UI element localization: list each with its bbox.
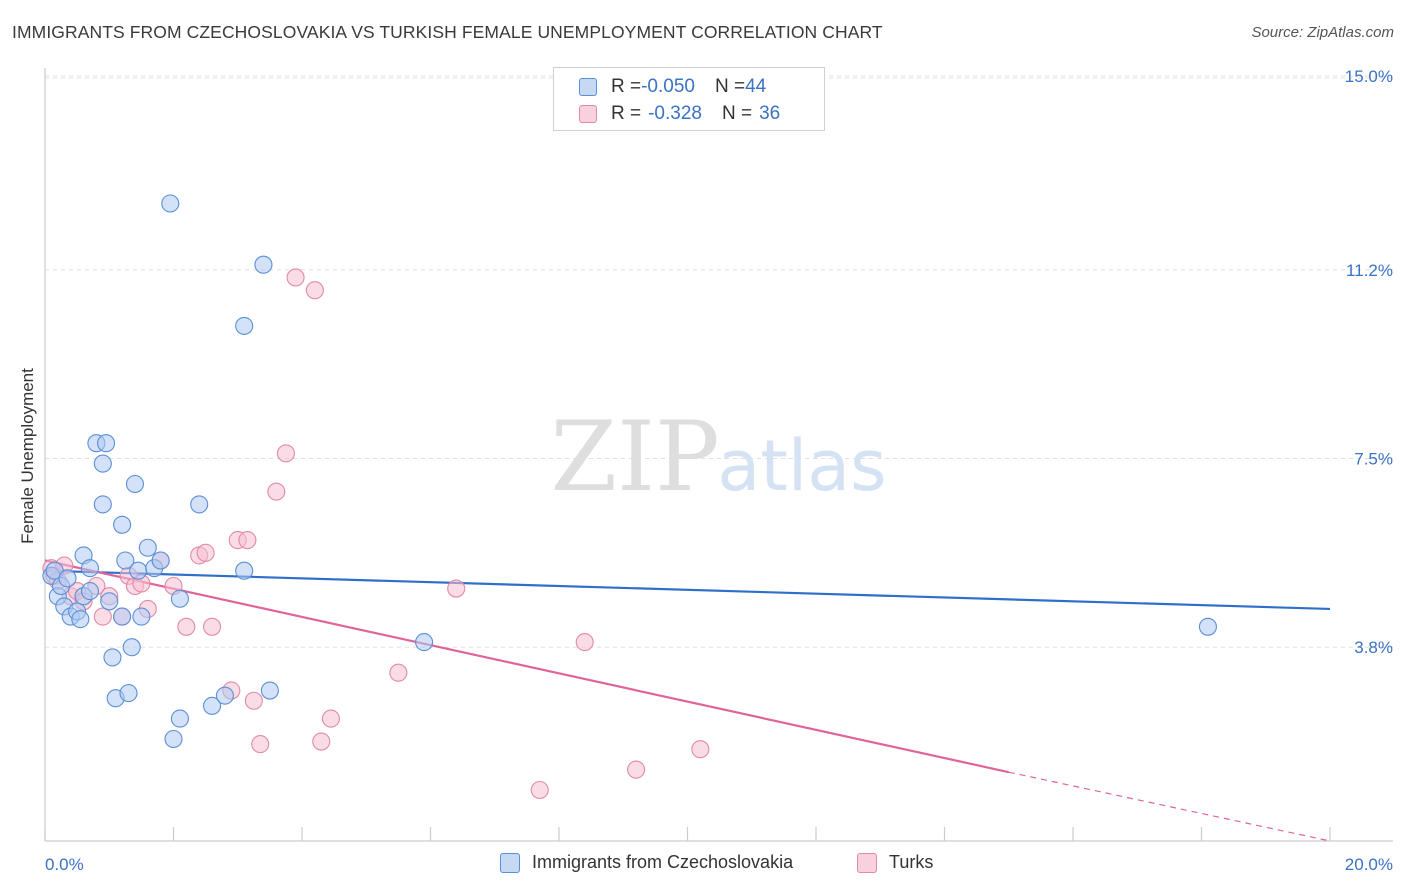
x-tick-label-right: 20.0% <box>1345 855 1393 874</box>
turks-point <box>93 607 112 626</box>
turks-point <box>276 444 295 463</box>
czech-point <box>138 538 157 557</box>
czech-point <box>132 607 151 626</box>
czech-point <box>122 638 141 657</box>
legend-box: R = -0.050 N = 44 R = -0.328 N = 36 <box>553 67 825 131</box>
legend-n-label: N = <box>721 103 753 124</box>
czech-point <box>80 582 100 601</box>
turks-point <box>627 760 646 779</box>
legend-r-value: -0.328 <box>648 103 702 124</box>
czech-point <box>129 561 148 580</box>
bottom-legend-czech: Immigrants from Czechoslovakia <box>500 852 793 873</box>
turks-point <box>251 735 270 754</box>
turks-point <box>203 617 222 636</box>
chart-title: IMMIGRANTS FROM CZECHOSLOVAKIA VS TURKIS… <box>12 22 883 42</box>
axes <box>44 68 1393 842</box>
legend-n-value: 44 <box>745 76 767 97</box>
czech-point <box>254 255 273 274</box>
turks-point <box>575 633 594 652</box>
turks-point <box>238 531 257 550</box>
trend-lines <box>44 559 1331 842</box>
turks-point <box>691 740 710 759</box>
turks-point <box>321 709 340 728</box>
turks-point <box>196 543 215 562</box>
legend-swatch-pink <box>579 105 597 123</box>
bottom-legend-swatch-blue <box>500 852 520 873</box>
czech-point <box>80 559 100 578</box>
czech-point <box>170 589 189 608</box>
turks-point <box>286 268 305 287</box>
legend-r-label: R = <box>611 76 642 97</box>
czech-point <box>103 648 122 667</box>
czech-point <box>235 316 254 335</box>
watermark: ZIP atlas <box>550 401 886 513</box>
watermark-atlas: atlas <box>717 425 886 507</box>
czech-points <box>42 194 1217 749</box>
turks-point <box>177 617 196 636</box>
gridlines <box>45 75 1393 648</box>
turks-point <box>244 691 263 710</box>
turks-trend-line <box>44 559 1009 774</box>
czech-point <box>119 684 138 703</box>
czech-point <box>415 633 434 652</box>
turks-point <box>312 732 331 751</box>
legend-r-label: R = <box>611 103 642 124</box>
x-tick-label-left: 0.0% <box>45 855 84 874</box>
czech-point <box>71 610 90 629</box>
legend-row-czech: R = -0.050 N = 44 <box>579 75 766 99</box>
watermark-zip: ZIP <box>550 401 719 513</box>
czech-point <box>113 607 132 626</box>
czech-point <box>215 686 234 705</box>
bottom-legend-turks: Turks <box>857 852 933 873</box>
turks-point <box>447 579 466 598</box>
czech-point <box>125 474 144 494</box>
czech-point <box>96 434 116 453</box>
legend-swatch-blue <box>579 78 597 96</box>
y-tick-label: 15.0% <box>1345 67 1393 86</box>
source-credit: Source: ZipAtlas.com <box>1251 24 1394 41</box>
czech-point <box>260 681 279 700</box>
legend-row-turks: R = -0.328 N = 36 <box>579 102 780 126</box>
bottom-legend-label-turks: Turks <box>889 852 934 872</box>
czech-point <box>235 561 254 580</box>
tick-labels: 3.8% 7.5% 11.2% 15.0% 0.0% 20.0% <box>45 67 1393 874</box>
czech-trend-line <box>44 569 1331 611</box>
czech-point <box>170 709 189 728</box>
y-tick-label: 3.8% <box>1354 638 1393 657</box>
czech-point <box>1198 617 1217 636</box>
legend-r-value: -0.050 <box>641 76 695 97</box>
czech-point <box>164 729 183 749</box>
turks-points <box>42 268 710 800</box>
bottom-legend: Immigrants from Czechoslovakia Turks <box>0 852 1406 878</box>
y-tick-label: 7.5% <box>1354 450 1393 469</box>
czech-point <box>93 495 112 514</box>
czech-point <box>161 194 180 213</box>
czech-point <box>113 515 132 534</box>
turks-point <box>305 281 324 300</box>
czech-point <box>58 569 77 588</box>
bottom-legend-swatch-pink <box>857 852 877 873</box>
turks-point <box>530 780 549 800</box>
czech-point <box>203 696 222 715</box>
turks-trend-extension <box>1008 771 1331 842</box>
czech-point <box>151 551 170 570</box>
czech-point <box>100 592 119 611</box>
czech-point <box>93 454 112 473</box>
turks-point <box>389 663 408 682</box>
y-tick-label: 11.2% <box>1346 261 1393 280</box>
czech-point <box>190 495 209 514</box>
turks-point <box>267 482 286 501</box>
legend-n-value: 36 <box>759 103 781 124</box>
legend-n-label: N = <box>714 76 746 97</box>
czech-point <box>116 551 135 570</box>
bottom-legend-label-czech: Immigrants from Czechoslovakia <box>532 852 794 872</box>
